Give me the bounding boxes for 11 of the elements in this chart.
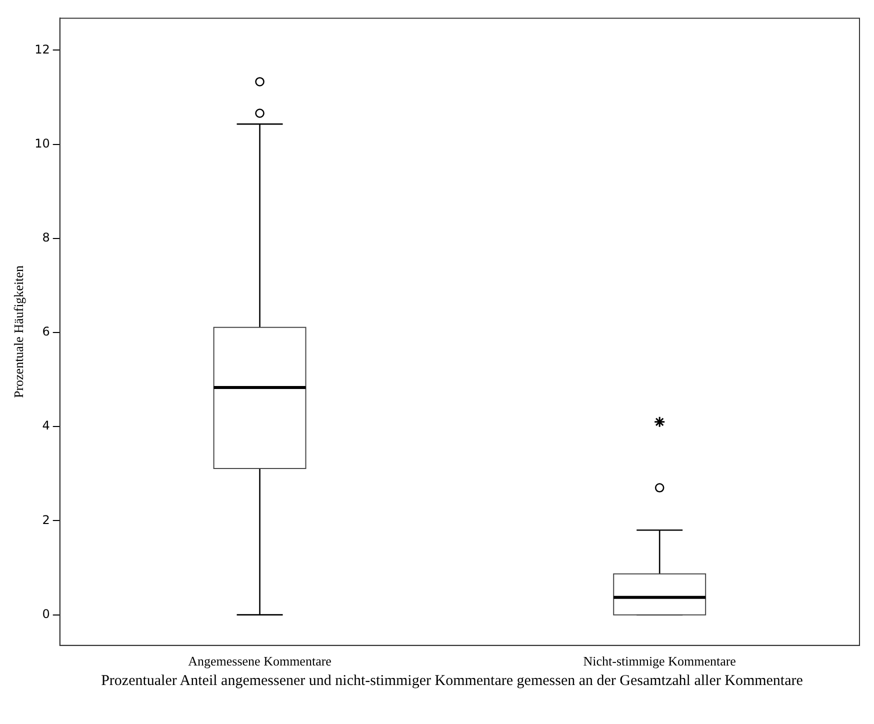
y-tick-label: 12 bbox=[34, 42, 50, 56]
y-tick-label: 0 bbox=[42, 606, 50, 621]
y-tick-label: 10 bbox=[34, 136, 50, 150]
y-tick-label: 4 bbox=[42, 418, 50, 433]
y-axis-title: Prozentuale Häufigkeiten bbox=[11, 265, 26, 398]
x-tick-label: Angemessene Kommentare bbox=[188, 654, 332, 669]
y-tick-label: 8 bbox=[42, 230, 50, 245]
y-tick-label: 2 bbox=[42, 512, 50, 527]
x-axis-title: Prozentualer Anteil angemessener und nicht-stimmiger Kommentare gemessen an der Gesamtzahl aller Kommentare bbox=[100, 673, 804, 689]
x-tick-label: Nicht-stimmige Kommentare bbox=[583, 654, 736, 669]
y-tick-label: 6 bbox=[42, 324, 50, 339]
